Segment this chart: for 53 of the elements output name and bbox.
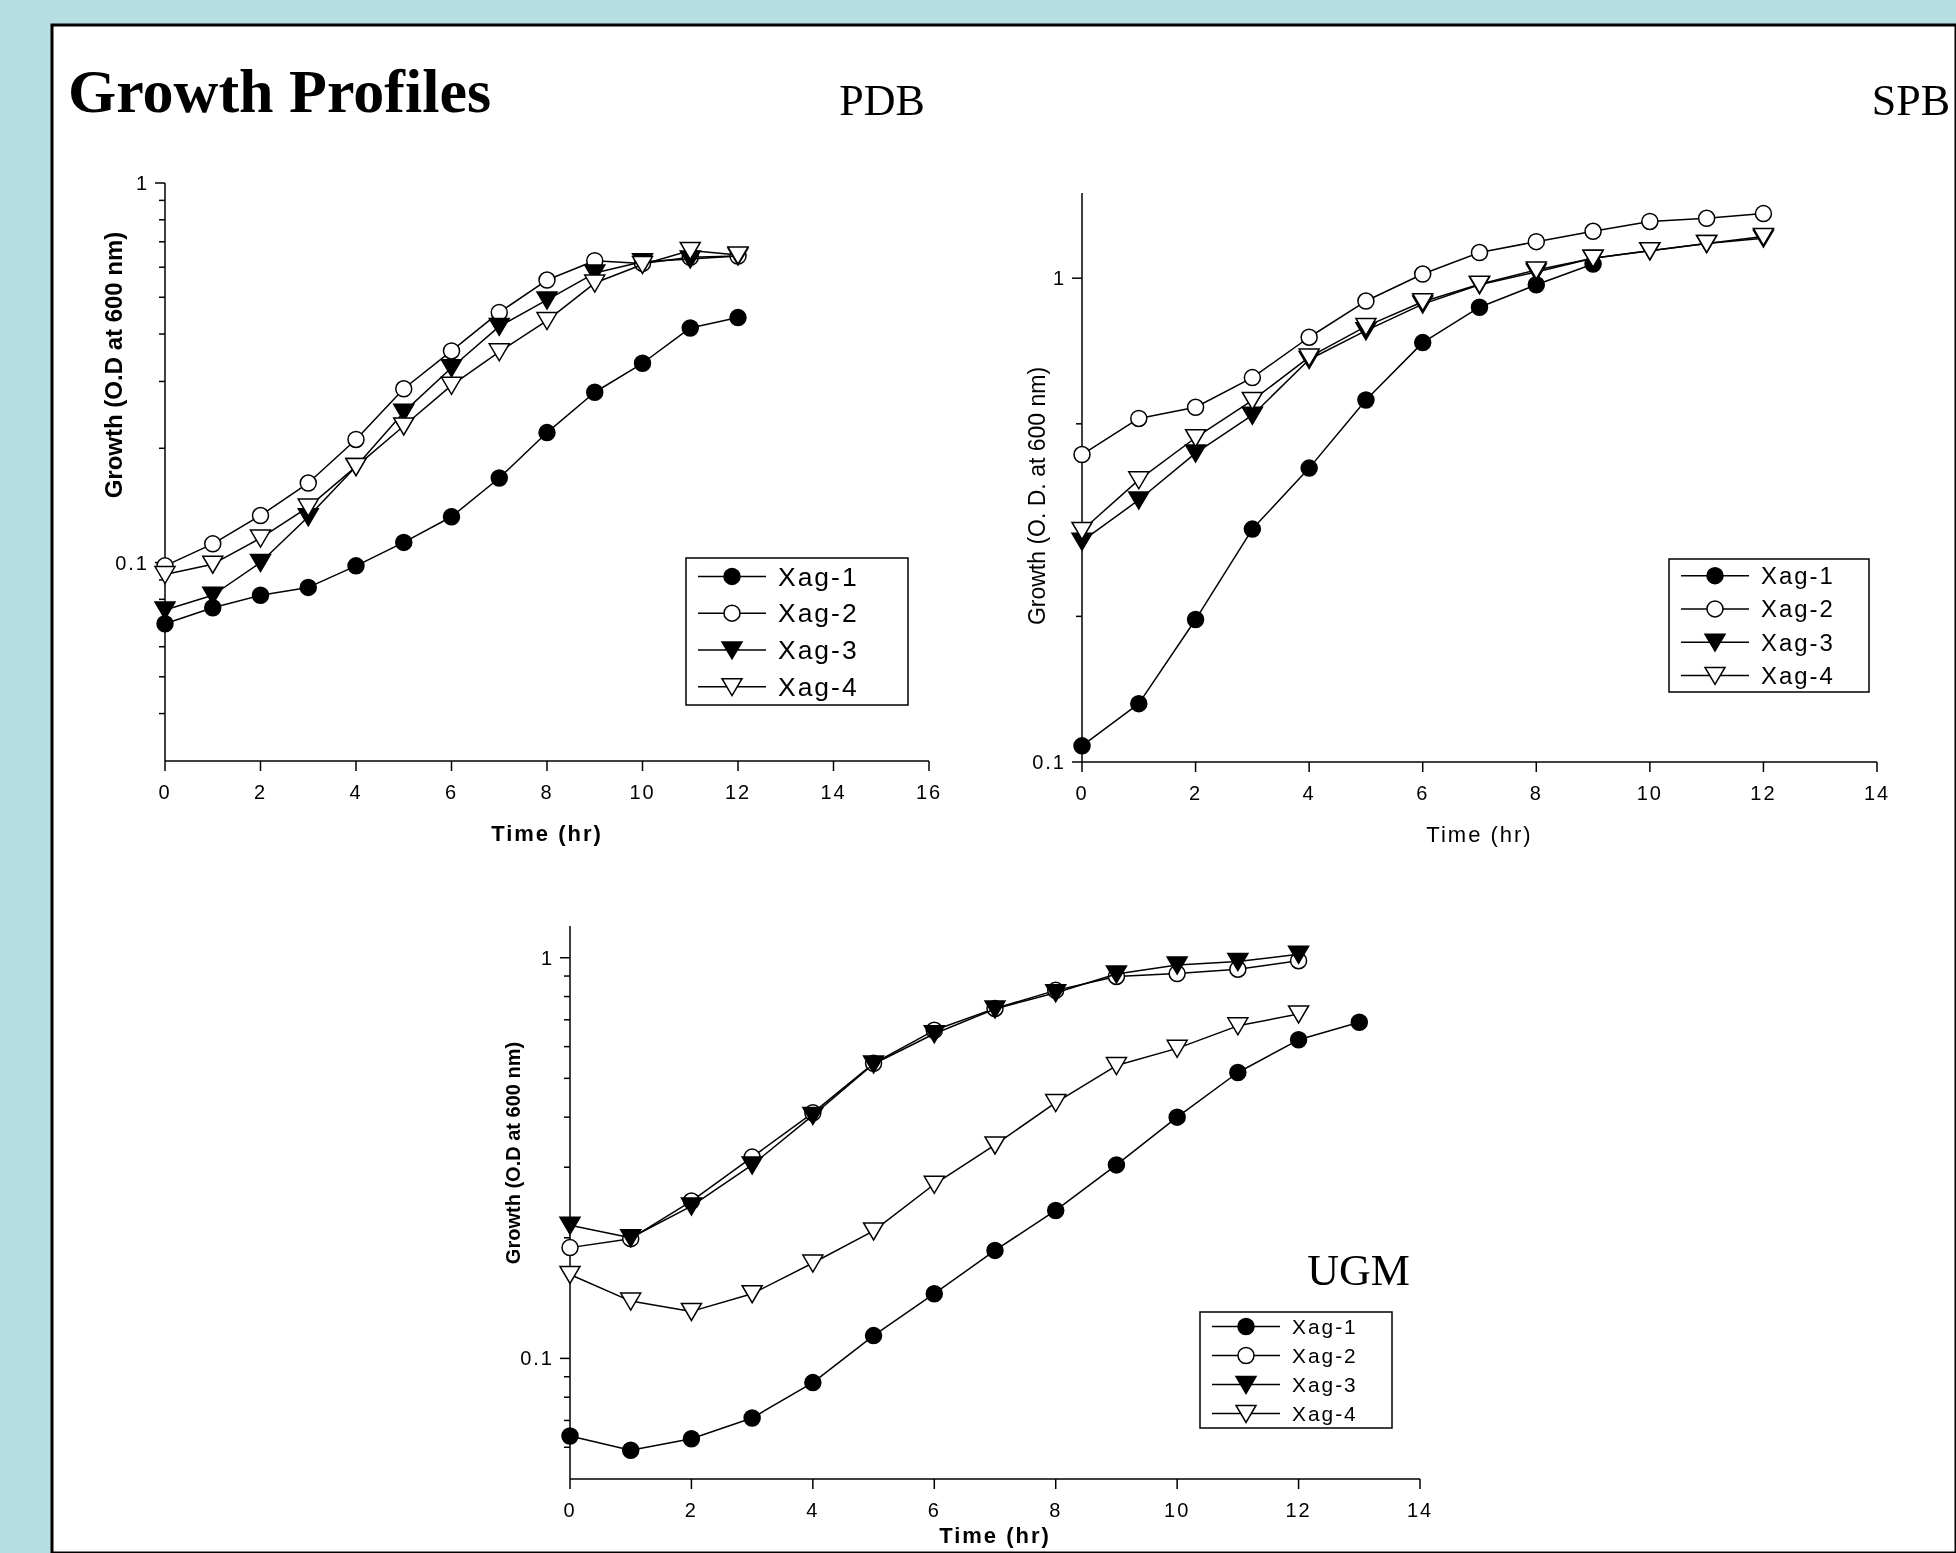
y-tick-label: 0.1 [520,1347,554,1370]
y-axis-title: Growth (O.D at 600 nm) [502,1041,524,1265]
x-tick-label: 8 [1049,1499,1063,1521]
y-axis-title: Growth (O.D at 600 nm) [100,231,127,499]
legend-label: Xag-2 [778,598,859,629]
x-axis-title: Time (hr) [939,1523,1051,1548]
x-tick-label: 10 [1636,782,1663,804]
x-tick-label: 4 [349,781,363,803]
x-tick-label: 4 [1302,782,1316,804]
x-axis-title: Time (hr) [491,821,603,846]
legend-label: Xag-3 [778,635,859,666]
x-tick-label: 6 [444,781,459,803]
chart-title: SPB [1871,76,1950,125]
chart-subtitle: PDB [839,76,925,125]
x-tick-label: 2 [684,1499,698,1521]
legend-label: Xag-2 [1761,595,1835,623]
text: UGM [1307,1246,1410,1295]
x-tick-label: 6 [927,1499,941,1521]
legend-label: Xag-3 [1292,1372,1358,1396]
x-tick-label: 0 [563,1499,577,1521]
x-tick-label: 0 [1075,782,1089,804]
y-tick-label: 1 [135,172,149,194]
x-tick-label: 10 [1164,1499,1191,1521]
y-tick-label: 1 [540,946,554,969]
x-tick-label: 12 [1285,1499,1312,1521]
legend-label: Xag-4 [1292,1401,1358,1425]
x-tick-label: 8 [540,781,554,803]
x-axis-title: Time (hr) [1426,822,1533,847]
y-tick-label: 1 [1052,267,1066,290]
legend-label: Xag-1 [1292,1314,1358,1338]
y-tick-label: 0.1 [115,551,149,574]
x-tick-label: 14 [820,781,847,803]
x-tick-label: 4 [806,1499,820,1521]
x-tick-label: 0 [158,781,172,803]
legend-label: Xag-4 [1761,661,1835,689]
x-tick-label: 14 [1863,782,1891,804]
x-tick-label: 6 [1416,782,1430,804]
x-tick-label: 14 [1406,1499,1434,1521]
legend-label: Xag-1 [778,561,859,592]
y-axis-title: Growth (O. D. at 600 nm) [1024,366,1050,626]
legend-label: Xag-2 [1292,1343,1358,1367]
x-tick-label: 12 [1750,782,1777,804]
x-tick-label: 10 [629,781,656,803]
x-tick-label: 2 [1189,782,1203,804]
x-tick-label: 8 [1529,782,1543,804]
y-tick-label: 0.1 [1032,751,1066,773]
x-tick-label: 16 [915,781,943,803]
x-tick-label: 2 [253,781,268,803]
chart-title: Growth Profiles [68,57,492,125]
legend-label: Xag-4 [778,671,859,702]
legend-label: Xag-3 [1761,628,1835,656]
legend-label: Xag-1 [1761,562,1835,589]
x-tick-label: 12 [724,781,752,803]
